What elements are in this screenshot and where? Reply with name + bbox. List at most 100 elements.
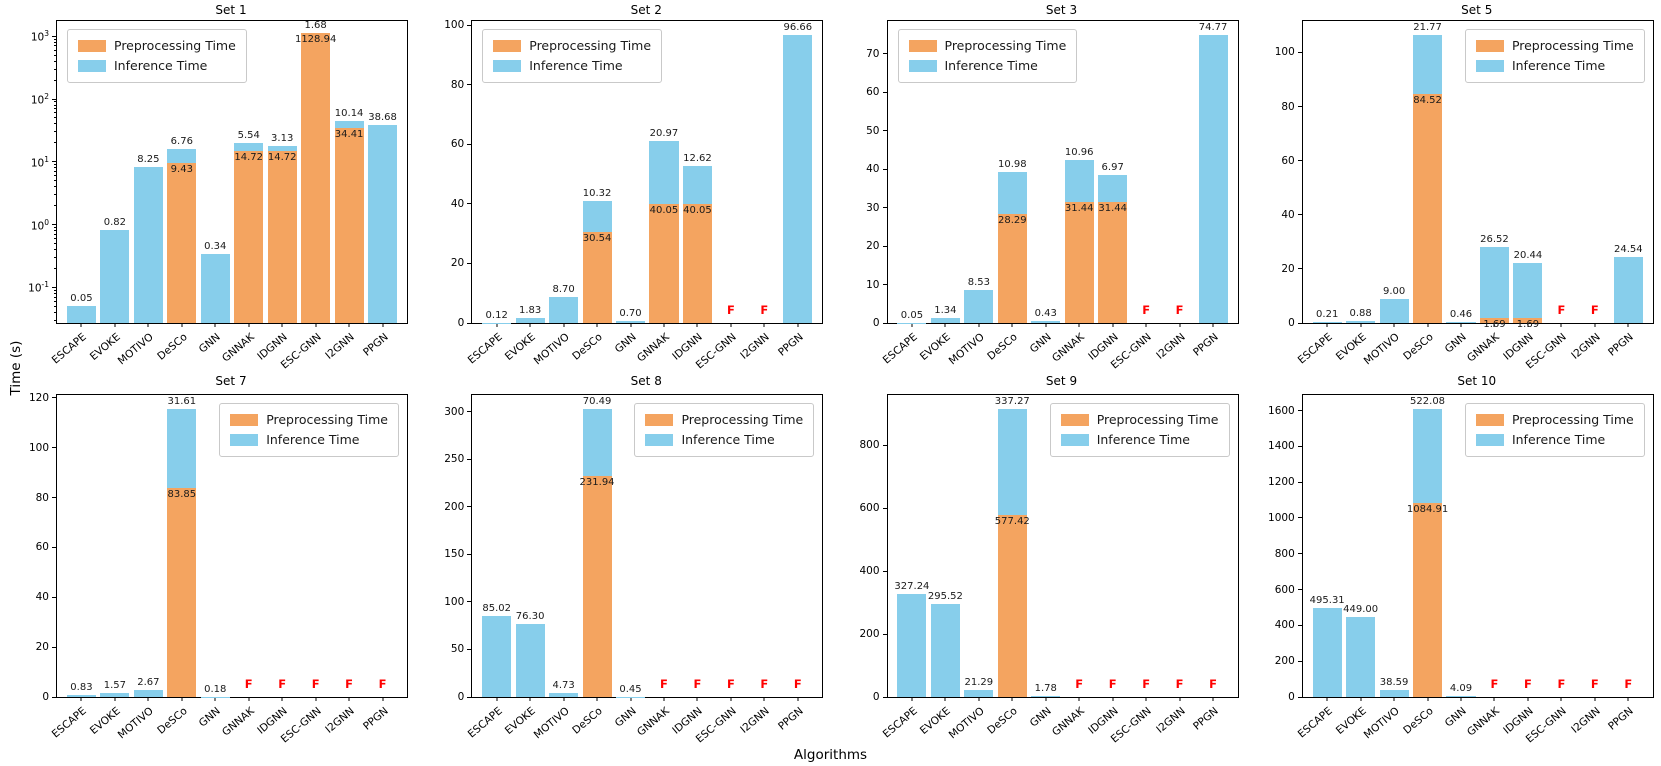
x-tick-mark bbox=[763, 697, 765, 701]
y-minor-tick-mark bbox=[54, 164, 57, 166]
y-tick-label: 0 bbox=[42, 691, 49, 703]
legend-label: Inference Time bbox=[114, 58, 208, 73]
legend-label: Inference Time bbox=[944, 58, 1038, 73]
preprocessing-value-label: 40.05 bbox=[649, 204, 679, 216]
y-tick-label: 200 bbox=[1274, 655, 1295, 668]
y-tick-label: 20 bbox=[35, 641, 49, 654]
preprocessing-value-label: 1084.91 bbox=[1406, 503, 1449, 515]
x-tick-mark bbox=[1011, 697, 1013, 701]
y-tick-mark bbox=[882, 507, 888, 509]
x-tick-label: GNN bbox=[196, 705, 223, 730]
y-minor-tick-mark bbox=[54, 194, 57, 196]
y-tick-label: 1000 bbox=[1268, 511, 1295, 524]
y-tick-mark bbox=[1297, 696, 1303, 698]
x-tick-mark bbox=[1527, 697, 1529, 701]
x-tick-mark bbox=[1527, 323, 1529, 327]
x-tick-label: DeSCo bbox=[570, 331, 605, 363]
failure-marker: F bbox=[1590, 677, 1599, 691]
failure-marker: F bbox=[1490, 677, 1499, 691]
failure-marker: F bbox=[1142, 677, 1151, 691]
x-tick-mark bbox=[797, 323, 799, 327]
y-minor-tick-mark bbox=[54, 101, 57, 103]
x-tick-mark bbox=[1145, 323, 1147, 327]
preprocessing-bar bbox=[234, 151, 264, 323]
failure-marker: F bbox=[278, 677, 287, 691]
x-tick-mark bbox=[1212, 323, 1214, 327]
preprocessing-value-label: 1128.94 bbox=[294, 33, 337, 45]
y-tick-label: 10-1 bbox=[28, 280, 49, 295]
x-tick-mark bbox=[944, 697, 946, 701]
inference-bar bbox=[930, 317, 960, 323]
y-tick-label: 250 bbox=[444, 453, 465, 466]
legend-label: Preprocessing Time bbox=[1096, 412, 1219, 427]
y-minor-tick-mark bbox=[54, 300, 57, 302]
inference-value-label: 1.57 bbox=[103, 680, 127, 692]
failure-marker: F bbox=[1209, 677, 1217, 691]
failure-marker: F bbox=[1108, 677, 1117, 691]
x-tick-mark bbox=[214, 323, 216, 327]
subplot-set-2: Set 2 0 20 40 60 80 100 ESCAPE 0.12 EVOKE 1.83 MOTI… bbox=[415, 0, 830, 371]
y-tick-mark bbox=[1297, 410, 1303, 412]
inference-value-label: 0.34 bbox=[204, 240, 227, 252]
inference-bar bbox=[1379, 298, 1409, 323]
y-tick-mark bbox=[1297, 106, 1303, 107]
inference-bar bbox=[1446, 321, 1476, 323]
inference-bar bbox=[133, 167, 163, 323]
preprocessing-value-label: 31.44 bbox=[1098, 203, 1128, 215]
failure-marker: F bbox=[1075, 677, 1084, 691]
inference-bar bbox=[1413, 35, 1443, 95]
inference-bar bbox=[133, 690, 163, 697]
failure-marker: F bbox=[693, 677, 702, 691]
inference-value-label: 38.59 bbox=[1379, 677, 1409, 689]
y-minor-tick-mark bbox=[54, 292, 57, 294]
x-tick-label: DeSCo bbox=[1400, 705, 1436, 737]
inference-value-label: 337.27 bbox=[994, 396, 1030, 408]
x-tick-mark bbox=[1078, 697, 1080, 701]
preprocessing-swatch bbox=[1475, 414, 1504, 426]
inference-value-label: 4.73 bbox=[552, 679, 575, 691]
x-tick-mark bbox=[214, 697, 216, 701]
x-tick-label: PPGN bbox=[1191, 705, 1221, 733]
y-tick-mark bbox=[467, 601, 473, 603]
x-tick-mark bbox=[763, 323, 765, 327]
x-tick-label: PPGN bbox=[1606, 331, 1637, 359]
x-tick-mark bbox=[1045, 697, 1047, 701]
y-tick-label: 70 bbox=[866, 47, 880, 60]
inference-value-label: 26.52 bbox=[1480, 233, 1509, 245]
inference-value-label: 0.88 bbox=[1349, 307, 1372, 319]
legend: Preprocessing Time Inference Time bbox=[482, 29, 663, 83]
subplot-set-7: Set 7 0 20 40 60 80 100 120 ESCAPE 0.83 EVOKE 1.57 M… bbox=[0, 360, 415, 766]
legend-item: Preprocessing Time bbox=[1475, 410, 1634, 430]
x-tick-label: PPGN bbox=[1191, 331, 1221, 359]
preprocessing-bar bbox=[582, 232, 612, 323]
legend-label: Preprocessing Time bbox=[266, 412, 388, 427]
x-tick-mark bbox=[496, 323, 498, 327]
preprocessing-bar bbox=[997, 214, 1027, 323]
inference-bar bbox=[1312, 608, 1342, 697]
x-tick-label: GNNAK bbox=[1465, 705, 1503, 739]
legend-label: Inference Time bbox=[1511, 58, 1606, 73]
preprocessing-swatch bbox=[493, 40, 522, 52]
y-tick-label: 1400 bbox=[1268, 440, 1295, 453]
inference-value-label: 38.68 bbox=[368, 111, 397, 123]
x-tick-label: MOTIVO bbox=[531, 705, 572, 742]
y-tick-label: 0 bbox=[457, 691, 465, 703]
x-tick-mark bbox=[529, 697, 531, 701]
failure-marker: F bbox=[345, 677, 354, 691]
x-tick-mark bbox=[1560, 323, 1562, 327]
y-tick-mark bbox=[52, 35, 57, 37]
plot-area: 0 10 20 30 40 50 60 70 ESCAPE 0.05 EVOKE 1.34 MOTIVO… bbox=[866, 20, 1239, 371]
legend-item: Preprocessing Time bbox=[1475, 36, 1634, 56]
legend-item: Preprocessing Time bbox=[493, 36, 651, 56]
failure-marker: F bbox=[378, 677, 387, 691]
y-tick-mark bbox=[52, 224, 57, 226]
y-tick-label: 200 bbox=[444, 500, 465, 513]
y-tick-label: 400 bbox=[1274, 619, 1295, 632]
legend-label: Inference Time bbox=[1511, 432, 1606, 447]
y-tick-mark bbox=[52, 497, 57, 499]
x-tick-label: I2GNN bbox=[1153, 331, 1188, 362]
failure-marker: F bbox=[726, 677, 735, 691]
x-tick-mark bbox=[1212, 697, 1214, 701]
inference-value-label: 70.49 bbox=[582, 396, 612, 408]
